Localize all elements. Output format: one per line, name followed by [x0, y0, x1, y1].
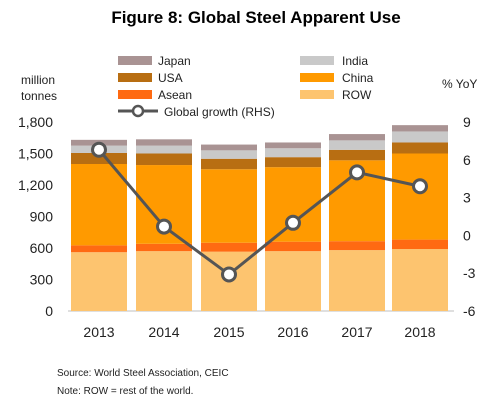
x-tick-label: 2018	[404, 324, 435, 340]
bar-japan-2017	[329, 134, 385, 141]
bar-india-2017	[329, 140, 385, 150]
growth-point-2017	[349, 164, 365, 181]
growth-line	[97, 148, 421, 276]
ticks-group: 0 300 600 900 1,200 1,500 1,800 -6 -3 0 3 6 9 2013 201…	[18, 114, 476, 340]
x-tick-label: 2016	[277, 324, 308, 340]
bar-china-2015	[201, 169, 257, 243]
x-tick-label: 2013	[83, 324, 114, 340]
growth-point-2015	[221, 266, 237, 283]
right-tick-label: 0	[463, 227, 471, 243]
bar-japan-2018	[392, 125, 448, 132]
bar-asean-2014	[136, 243, 192, 252]
bar-china-2013	[71, 164, 127, 246]
bar-row-2017	[329, 250, 385, 311]
legend-swatch-asean	[118, 90, 152, 99]
right-axis-title: % YoY	[442, 77, 477, 91]
legend: Japan India USA China Asean ROW Global g…	[118, 54, 374, 119]
legend-label-china: China	[342, 71, 374, 85]
bar-japan-2015	[201, 144, 257, 151]
left-axis-title-line2: tonnes	[21, 89, 57, 103]
bars-group	[71, 125, 448, 311]
bar-row-2018	[392, 249, 448, 311]
bar-usa-2015	[201, 158, 257, 170]
right-tick-label: 6	[463, 152, 471, 168]
footnote: Note: ROW = rest of the world.	[57, 386, 193, 397]
legend-swatch-china	[300, 73, 334, 82]
legend-swatch-usa	[118, 73, 152, 82]
bar-row-2016	[265, 251, 321, 311]
bar-usa-2013	[71, 152, 127, 164]
legend-label-usa: USA	[158, 71, 183, 85]
bar-india-2016	[265, 148, 321, 158]
x-tick-label: 2017	[341, 324, 372, 340]
legend-label-japan: Japan	[158, 54, 191, 68]
bar-india-2014	[136, 145, 192, 154]
left-axis-title-line1: million	[21, 73, 55, 87]
legend-swatch-japan	[118, 56, 152, 65]
bar-row-2014	[136, 251, 192, 311]
growth-point-2014	[156, 218, 172, 235]
bar-usa-2018	[392, 142, 448, 154]
left-tick-label: 900	[30, 209, 54, 225]
x-tick-label: 2015	[213, 324, 244, 340]
legend-label-asean: Asean	[158, 88, 192, 102]
bar-usa-2017	[329, 149, 385, 161]
left-tick-label: 600	[30, 240, 54, 256]
chart-title: Figure 8: Global Steel Apparent Use	[111, 8, 400, 27]
growth-point-2013	[91, 141, 107, 158]
bar-india-2018	[392, 131, 448, 143]
right-tick-label: -3	[463, 265, 476, 281]
left-tick-label: 1,800	[18, 114, 53, 130]
right-tick-label: -6	[463, 303, 476, 319]
bar-japan-2016	[265, 142, 321, 149]
growth-point-2016	[285, 214, 301, 231]
legend-marker-growth	[131, 104, 145, 118]
bar-asean-2018	[392, 239, 448, 250]
right-tick-label: 9	[463, 114, 471, 130]
left-tick-label: 0	[45, 303, 53, 319]
x-tick-label: 2014	[148, 324, 179, 340]
legend-label-growth: Global growth (RHS)	[164, 105, 275, 119]
source-note: Source: World Steel Association, CEIC	[57, 368, 229, 379]
left-tick-label: 1,500	[18, 146, 53, 162]
bar-asean-2015	[201, 242, 257, 252]
legend-swatch-row	[300, 90, 334, 99]
bar-usa-2014	[136, 153, 192, 166]
left-tick-label: 300	[30, 272, 54, 288]
right-tick-label: 3	[463, 190, 471, 206]
bar-asean-2017	[329, 241, 385, 251]
left-tick-label: 1,200	[18, 177, 53, 193]
bar-india-2015	[201, 150, 257, 159]
bar-asean-2016	[265, 241, 321, 252]
growth-point-2018	[412, 178, 428, 195]
bar-japan-2014	[136, 139, 192, 146]
growth-line-group	[91, 141, 428, 283]
bar-asean-2013	[71, 245, 127, 253]
legend-swatch-india	[300, 56, 334, 65]
legend-label-india: India	[342, 54, 368, 68]
bar-usa-2016	[265, 157, 321, 168]
legend-label-row: ROW	[342, 88, 372, 102]
bar-row-2013	[71, 252, 127, 311]
bar-china-2018	[392, 153, 448, 240]
